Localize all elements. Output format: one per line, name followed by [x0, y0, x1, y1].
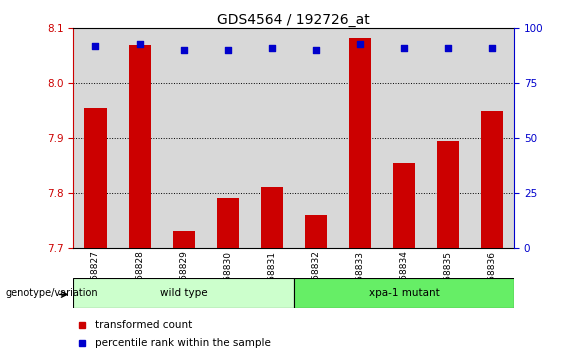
Bar: [305, 215, 327, 248]
Bar: [349, 38, 371, 248]
Bar: [437, 141, 459, 248]
Text: wild type: wild type: [160, 288, 207, 298]
Bar: [173, 232, 194, 248]
Text: percentile rank within the sample: percentile rank within the sample: [95, 338, 271, 348]
Bar: [73, 278, 294, 308]
Point: [444, 45, 453, 51]
Bar: [393, 163, 415, 248]
Title: GDS4564 / 192726_at: GDS4564 / 192726_at: [218, 13, 370, 27]
Bar: [128, 45, 150, 248]
Point: [488, 45, 497, 51]
Text: genotype/variation: genotype/variation: [6, 288, 98, 298]
Point: [91, 43, 100, 49]
Bar: [481, 111, 503, 248]
Point: [311, 47, 320, 53]
Point: [223, 47, 232, 53]
Point: [179, 47, 188, 53]
Text: transformed count: transformed count: [95, 320, 193, 330]
Bar: [261, 188, 283, 248]
Point: [355, 41, 364, 46]
Bar: [85, 108, 106, 248]
Text: xpa-1 mutant: xpa-1 mutant: [368, 288, 440, 298]
Point: [135, 41, 144, 46]
Bar: [217, 199, 238, 248]
Point: [399, 45, 408, 51]
Point: [267, 45, 276, 51]
Bar: [294, 278, 514, 308]
